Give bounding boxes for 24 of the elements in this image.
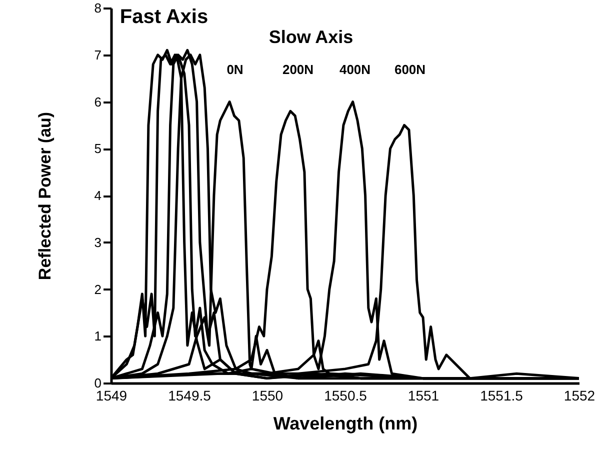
annotation: 200N — [282, 62, 314, 77]
y-tick-label: 2 — [94, 282, 102, 297]
x-tick-label: 1550 — [252, 388, 284, 404]
y-tick-label: 1 — [94, 328, 102, 344]
y-axis-title: Reflected Power (au) — [35, 112, 54, 280]
x-tick-label: 1552 — [564, 388, 596, 404]
x-tick-label: 1549 — [96, 388, 128, 404]
x-tick-label: 1551 — [408, 388, 440, 404]
x-tick-label: 1551.5 — [480, 388, 524, 404]
y-tick-label: 8 — [94, 0, 102, 16]
annotation: 600N — [394, 62, 426, 77]
x-tick-label: 1549.5 — [168, 388, 212, 404]
x-tick-label: 1550.5 — [324, 388, 368, 404]
y-tick-label: 0 — [94, 376, 102, 390]
y-tick-label: 6 — [94, 94, 102, 110]
y-tick-label: 3 — [94, 234, 102, 250]
y-tick-label: 5 — [94, 141, 102, 156]
annotation: Fast Axis — [120, 6, 208, 28]
y-tick-label: 4 — [94, 188, 102, 203]
annotation: Slow Axis — [268, 27, 354, 47]
y-tick-label: 7 — [94, 47, 102, 62]
annotation: 400N — [339, 62, 371, 77]
annotation: 0N — [226, 62, 244, 77]
x-axis-title: Wavelength (nm) — [273, 414, 418, 434]
